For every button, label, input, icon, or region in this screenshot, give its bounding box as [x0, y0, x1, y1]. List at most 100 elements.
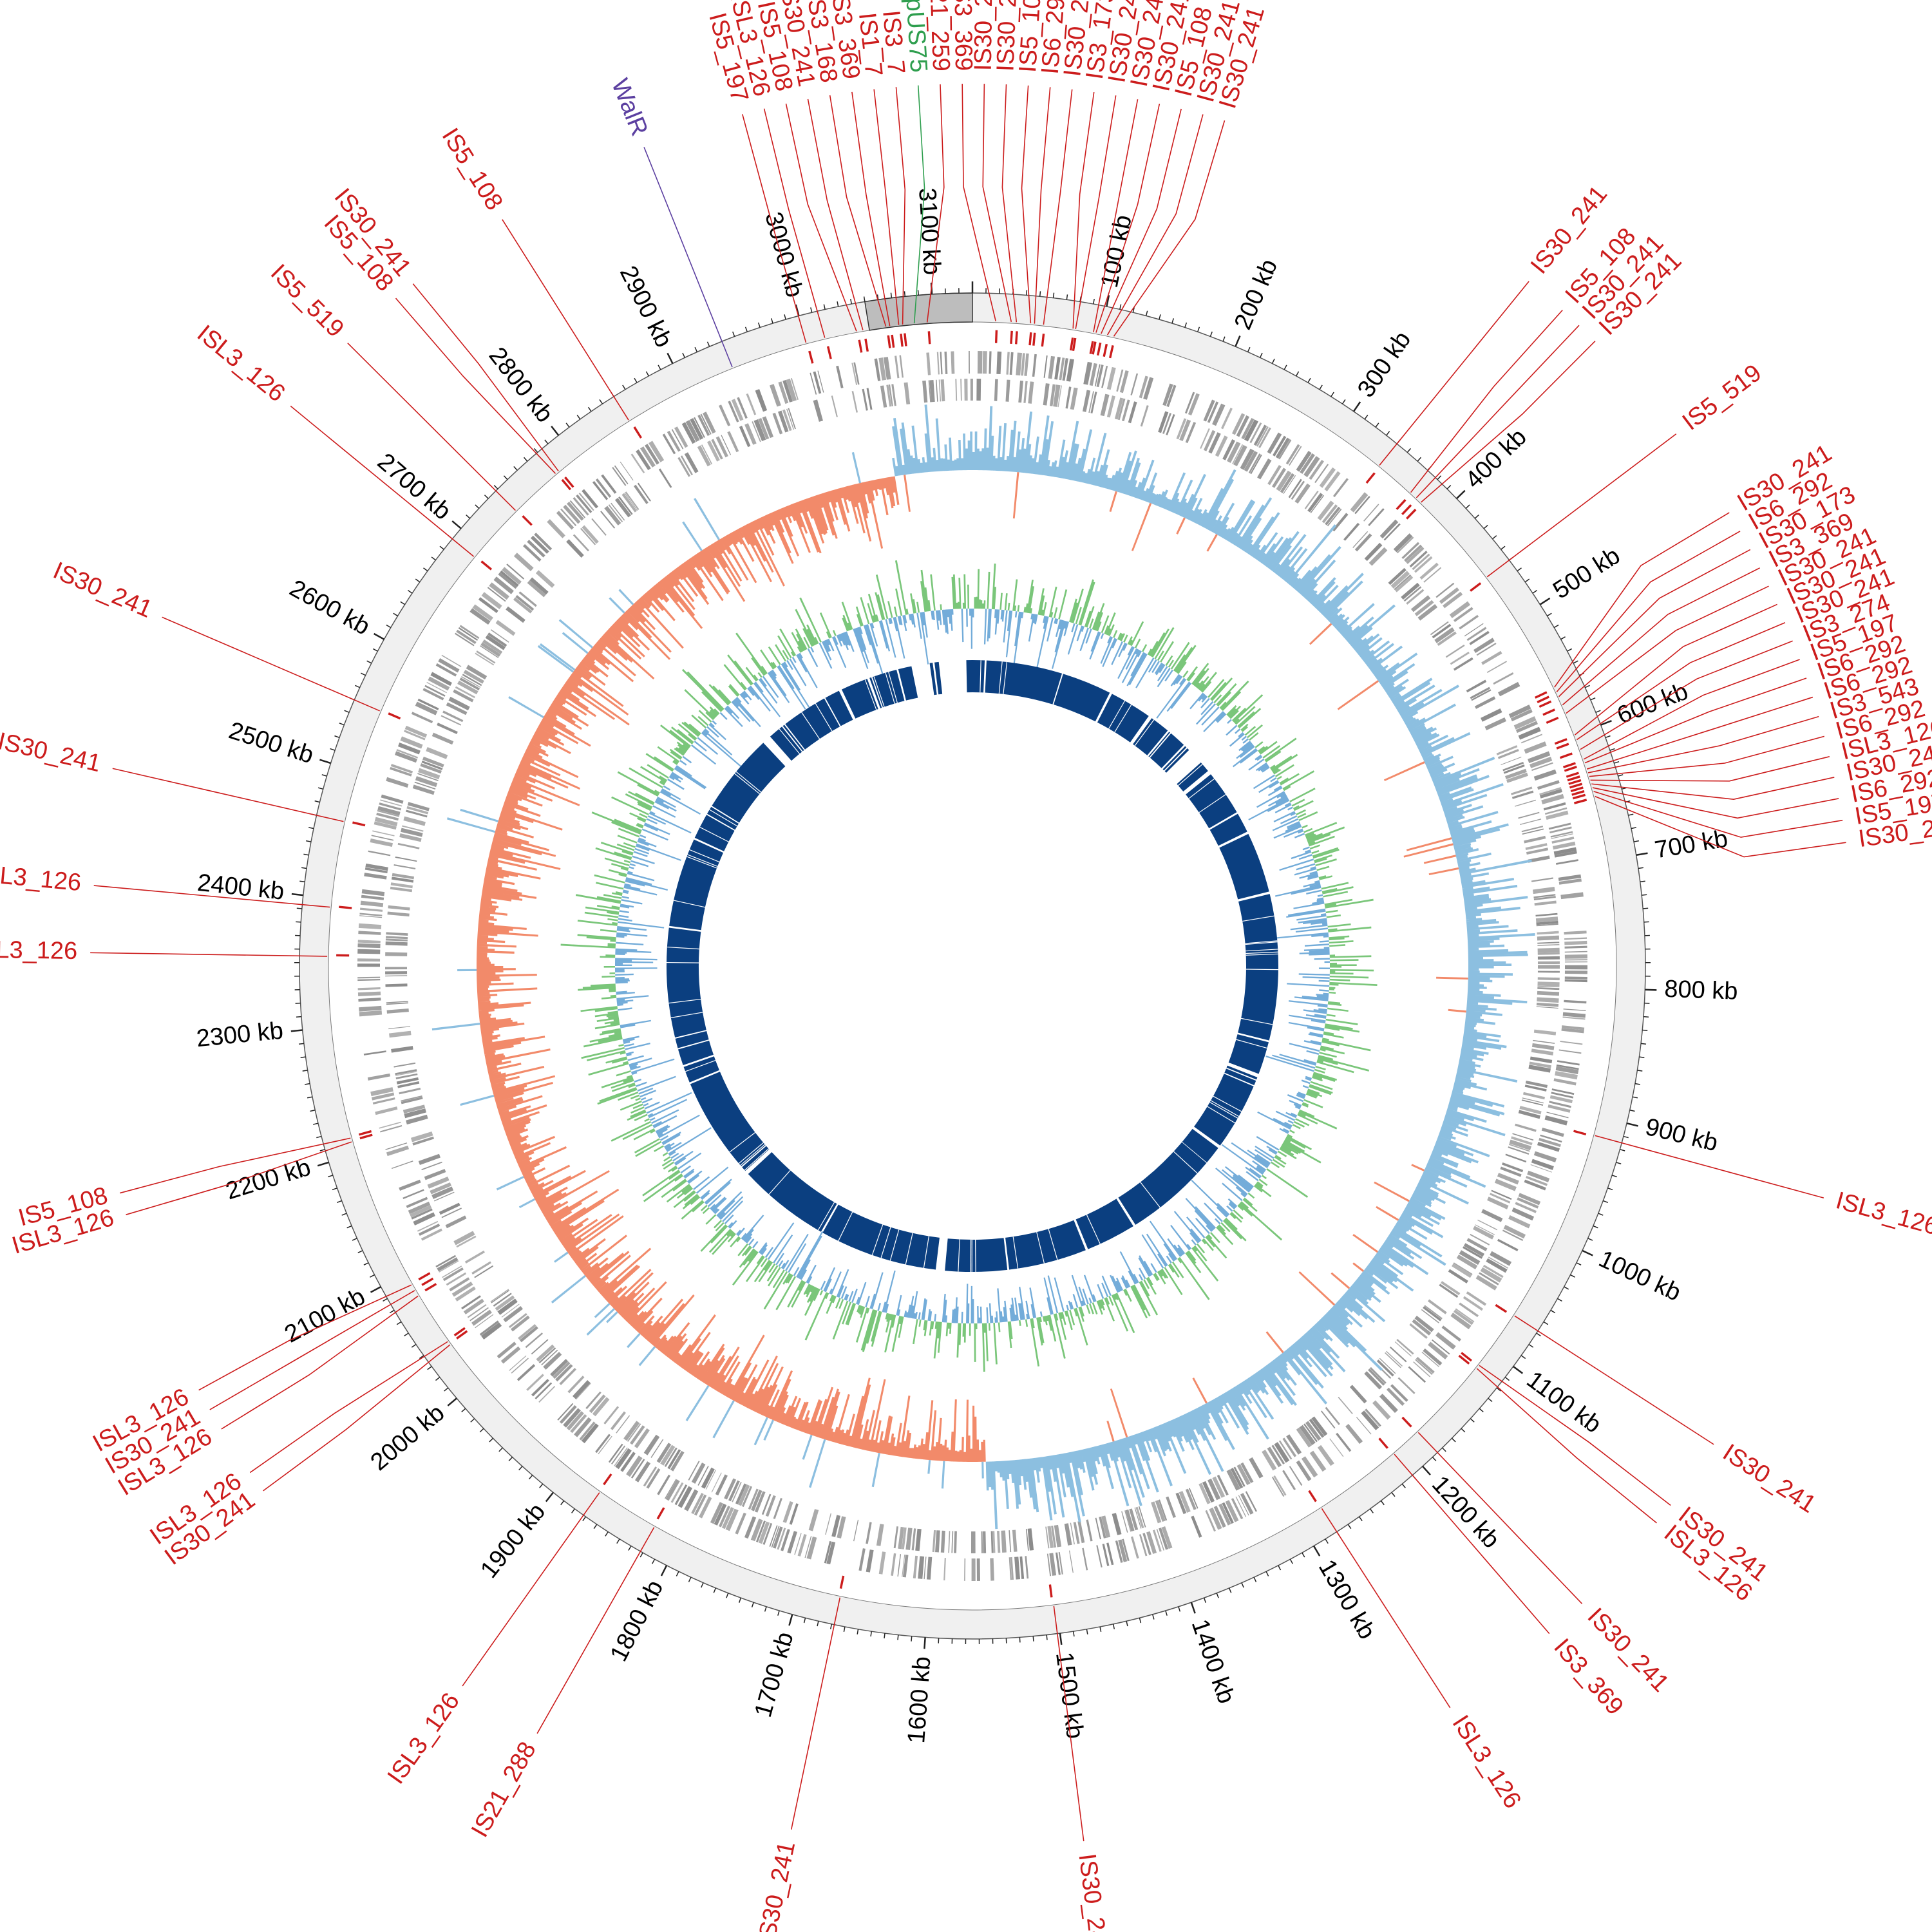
tick-mark	[1222, 336, 1226, 342]
gene-block	[1267, 465, 1282, 486]
gene-block	[361, 895, 384, 900]
gene-block	[786, 408, 795, 430]
gene-block	[404, 725, 428, 738]
gene-block	[582, 525, 599, 544]
gene-block	[616, 1415, 630, 1434]
feature-label: repUS75	[899, 0, 932, 73]
gene-block	[536, 1344, 555, 1362]
gene-block	[1062, 358, 1068, 381]
gene-block	[1405, 546, 1425, 564]
tick-mark	[393, 612, 398, 617]
gc-skew-spike	[1265, 1331, 1284, 1354]
gc-skew-spike	[1383, 761, 1425, 781]
blast-segment	[872, 669, 905, 708]
gc-skew-spike	[562, 632, 589, 654]
tick-mark	[1614, 761, 1620, 764]
gc-skew-spike	[1448, 1009, 1466, 1013]
feature-leader-line	[1021, 85, 1032, 324]
blast-segment	[1177, 762, 1208, 791]
is-element-mark	[336, 954, 350, 957]
gene-block	[1452, 1263, 1472, 1278]
is-element-mark	[1069, 337, 1074, 351]
gc-skew-spike	[1376, 1206, 1399, 1221]
tick-mark	[312, 1122, 319, 1125]
gene-block	[1453, 657, 1473, 671]
gene-block	[1248, 453, 1261, 474]
gene-block	[1403, 586, 1422, 602]
gc-skew-spike	[1436, 976, 1468, 980]
gene-block	[1549, 826, 1572, 834]
gene-block	[1480, 1267, 1502, 1283]
gene-block	[691, 1463, 706, 1484]
gene-block	[1179, 1491, 1191, 1513]
tick-mark	[551, 426, 560, 436]
gene-block	[1043, 383, 1050, 406]
gene-block	[922, 380, 928, 403]
tick-mark	[1557, 1298, 1562, 1302]
gene-block	[955, 379, 958, 401]
feature-leader-line	[1593, 791, 1843, 838]
tick-mark	[1553, 624, 1559, 629]
gene-block	[573, 497, 589, 516]
tick-mark	[296, 907, 302, 909]
tick-mark	[788, 1614, 793, 1626]
gene-block	[771, 1526, 780, 1548]
is-element-mark	[1562, 762, 1577, 769]
gene-block	[488, 632, 507, 647]
gene-block	[1278, 1440, 1293, 1460]
feature-leader-line	[1580, 640, 1793, 750]
blast-hairline	[1108, 700, 1126, 729]
tick-mark	[1197, 327, 1200, 332]
gene-block	[563, 504, 581, 524]
gene-block	[358, 931, 381, 935]
gene-block	[1324, 471, 1341, 491]
gene-block	[1139, 375, 1148, 399]
gene-block	[1278, 439, 1292, 460]
tick-mark	[451, 520, 462, 529]
gene-block	[1555, 1066, 1579, 1074]
tick-mark	[544, 439, 549, 444]
tick-mark	[923, 1637, 926, 1649]
tick-mark	[1636, 852, 1648, 856]
gene-block	[1564, 999, 1587, 1004]
feature-leader-line	[1556, 531, 1741, 692]
tick-mark	[843, 1626, 846, 1633]
gene-block	[1209, 1507, 1222, 1530]
gene-block	[634, 1428, 650, 1448]
gene-block	[438, 658, 460, 673]
gene-block	[411, 712, 433, 724]
tick-mark	[316, 1135, 322, 1139]
gene-block	[936, 352, 940, 375]
gene-block	[525, 1332, 544, 1349]
gene-block	[471, 1261, 491, 1275]
gene-block	[1383, 523, 1401, 541]
is-element-mark	[1470, 582, 1482, 592]
gene-block	[389, 1030, 412, 1038]
gene-block	[1012, 1530, 1018, 1552]
is-element-mark	[904, 333, 907, 346]
gene-block	[1155, 1500, 1166, 1522]
gene-block	[1077, 1520, 1085, 1544]
gene-block	[1046, 1553, 1052, 1577]
gene-block	[455, 1286, 476, 1302]
feature-label: IS30_241	[1073, 1852, 1113, 1932]
gc-skew-spike	[1423, 855, 1457, 864]
gene-block	[1361, 1410, 1379, 1430]
blast-segment	[1224, 1068, 1256, 1086]
gene-block	[1379, 1358, 1396, 1374]
gene-block	[1490, 1251, 1512, 1266]
tick-mark	[622, 384, 626, 390]
is-element-mark	[1406, 508, 1417, 520]
tick-mark	[489, 1437, 494, 1443]
blast-hairline	[1003, 661, 1008, 694]
gene-block	[1501, 756, 1522, 766]
gene-block	[368, 850, 391, 857]
gene-block	[697, 414, 710, 436]
gene-block	[769, 1525, 778, 1547]
gc-skew-spike	[554, 1251, 569, 1263]
gene-block	[1494, 1179, 1517, 1191]
tick-mark	[427, 1366, 432, 1370]
gene-block	[1285, 444, 1300, 465]
gene-block	[1558, 874, 1582, 881]
gene-block	[506, 564, 525, 580]
